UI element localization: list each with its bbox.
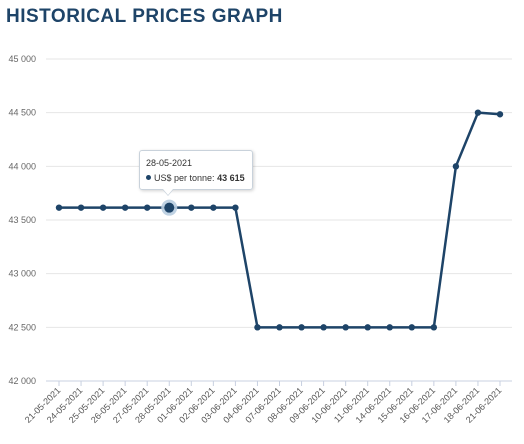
data-point[interactable] <box>121 204 129 211</box>
tooltip-label: US$ per tonne: <box>154 173 215 183</box>
y-tick-label: 44 500 <box>8 108 36 118</box>
y-tick-label: 43 500 <box>8 215 36 225</box>
data-point[interactable] <box>210 204 217 211</box>
data-point[interactable] <box>320 324 327 331</box>
grid-lines <box>46 58 512 382</box>
y-axis-tick-labels: 42 000 42 500 43 000 43 500 44 000 44 500 45 0… <box>8 54 36 386</box>
data-point[interactable] <box>77 204 85 211</box>
x-axis-tick-labels: 21-05-202124-05-202125-05-202126-05-2021… <box>23 385 504 425</box>
y-tick-label: 45 000 <box>8 54 36 64</box>
data-point[interactable] <box>364 324 371 331</box>
circle-marker-icon <box>146 175 151 180</box>
data-point[interactable] <box>342 324 349 331</box>
data-point[interactable] <box>55 204 63 211</box>
data-point[interactable] <box>430 324 438 331</box>
y-tick-label: 44 000 <box>8 161 36 171</box>
data-point[interactable] <box>254 324 261 331</box>
data-point[interactable] <box>276 324 283 331</box>
tooltip-value: 43 615 <box>217 173 245 183</box>
tooltip-date: 28-05-2021 <box>146 158 193 168</box>
data-point[interactable] <box>298 324 305 331</box>
chart-title: HISTORICAL PRICES GRAPH <box>6 6 283 27</box>
y-tick-label: 42 000 <box>8 376 36 386</box>
data-point[interactable] <box>452 163 460 170</box>
data-point[interactable] <box>99 204 107 211</box>
price-series <box>55 109 504 331</box>
data-point[interactable] <box>144 204 151 211</box>
tooltip-pointer-fill <box>163 189 173 195</box>
tooltip-value-line: US$ per tonne: 43 615 <box>146 173 245 183</box>
data-point[interactable] <box>408 324 415 331</box>
data-point[interactable] <box>496 111 504 118</box>
y-tick-label: 43 000 <box>8 269 36 279</box>
data-point[interactable] <box>232 204 239 211</box>
data-point[interactable] <box>164 202 175 213</box>
data-point[interactable] <box>474 109 482 116</box>
data-point[interactable] <box>188 204 195 211</box>
data-point[interactable] <box>386 324 393 331</box>
data-tooltip: 28-05-2021 US$ per tonne: 43 615 <box>139 150 253 196</box>
y-tick-label: 42 500 <box>8 322 36 332</box>
x-axis <box>46 380 512 386</box>
